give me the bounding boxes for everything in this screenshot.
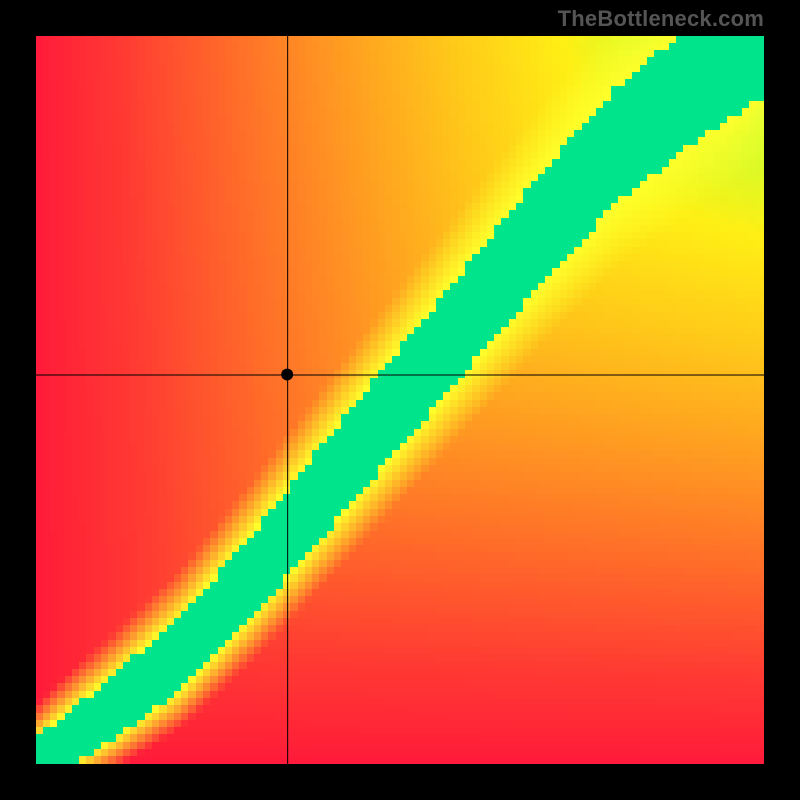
bottleneck-heatmap [36, 36, 764, 764]
watermark: TheBottleneck.com [558, 6, 764, 32]
